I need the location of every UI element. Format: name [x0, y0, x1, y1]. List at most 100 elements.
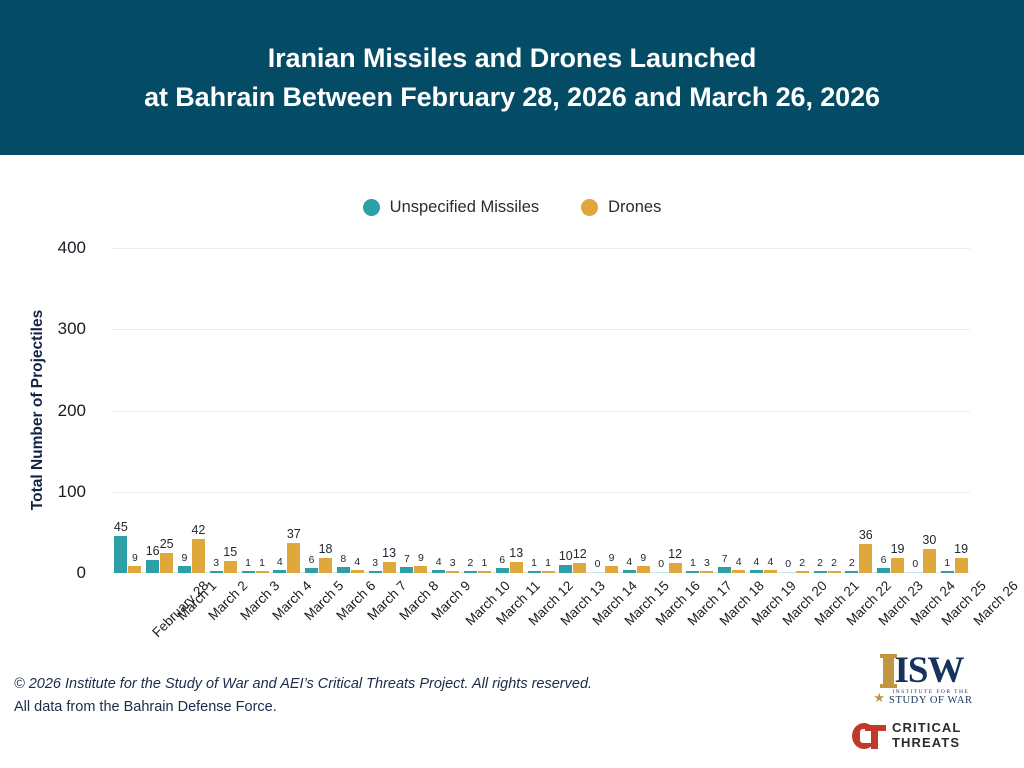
bar-value-label: 37: [286, 526, 301, 541]
critical-threats-logo[interactable]: CRITICAL THREATS: [848, 720, 998, 750]
bar-value-label: 25: [159, 536, 174, 551]
bar-missiles[interactable]: [622, 569, 636, 573]
bar-group: 6 13: [495, 248, 523, 573]
bar-missiles[interactable]: [654, 571, 668, 573]
bar-group: 10 12: [559, 248, 587, 573]
bar-value-label: 6: [499, 554, 506, 567]
gridline: [112, 329, 970, 331]
bar-value-label: 1: [245, 557, 251, 569]
bar-missiles[interactable]: [908, 571, 922, 573]
bar-drones[interactable]: [763, 569, 777, 573]
bar-drones[interactable]: [795, 571, 809, 573]
bar-missiles[interactable]: [559, 564, 573, 573]
bar-value-label: 4: [354, 555, 361, 568]
bar-missiles[interactable]: [495, 568, 509, 573]
gridline: [112, 410, 970, 412]
legend-item-drones[interactable]: Drones: [581, 198, 661, 217]
bar-missiles[interactable]: [368, 570, 382, 573]
bar-drones[interactable]: [541, 571, 555, 573]
bar-missiles[interactable]: [749, 569, 763, 573]
legend-item-unspecified-missiles[interactable]: Unspecified Missiles: [362, 198, 540, 217]
bar-drones[interactable]: [509, 562, 523, 573]
bar-value-label: 15: [223, 544, 238, 559]
bar-group: 6 19: [877, 248, 905, 573]
ct-t-stem: [871, 724, 878, 749]
bar-value-label: 2: [831, 557, 837, 569]
bar-value-label: 4: [735, 555, 742, 568]
bar-missiles[interactable]: [146, 560, 160, 573]
bar-value-label: 0: [594, 557, 601, 570]
bar-missiles[interactable]: [114, 536, 128, 573]
y-axis-tick-label: 300: [57, 319, 86, 339]
bar-drones[interactable]: [827, 571, 841, 573]
isw-subtitle: ★ INSTITUTE FOR THE STUDY OF WAR: [873, 689, 972, 706]
bar-value-label: 4: [276, 555, 283, 568]
bar-missiles[interactable]: [591, 571, 605, 573]
legend-label-unspecified-missiles: Unspecified Missiles: [389, 198, 540, 216]
title-line-1: Iranian Missiles and Drones Launched: [267, 43, 757, 74]
chart-legend: Unspecified Missiles Drones: [0, 198, 1024, 217]
bar-missiles[interactable]: [686, 571, 700, 573]
bar-missiles[interactable]: [813, 571, 827, 573]
bar-drones[interactable]: [732, 569, 746, 573]
title-line-2: at Bahrain Between February 28, 2026 and…: [144, 81, 880, 112]
bar-drones[interactable]: [700, 570, 714, 573]
gridline: [112, 248, 970, 249]
bar-drones[interactable]: [446, 570, 460, 573]
bar-drones[interactable]: [668, 563, 682, 573]
bar-value-label: 4: [626, 555, 633, 568]
bar-drones[interactable]: [922, 548, 936, 573]
bar-value-label: 2: [817, 557, 823, 569]
bar-drones[interactable]: [891, 557, 905, 573]
bar-missiles[interactable]: [241, 571, 255, 573]
bar-drones[interactable]: [954, 557, 968, 573]
bar-drones[interactable]: [382, 562, 396, 573]
isw-logo[interactable]: ISW ★ INSTITUTE FOR THE STUDY OF WAR: [848, 652, 998, 710]
bar-missiles[interactable]: [877, 568, 891, 573]
bar-drones[interactable]: [223, 560, 237, 573]
bar-drones[interactable]: [128, 565, 142, 573]
bar-drones[interactable]: [605, 565, 619, 573]
bar-value-label: 9: [417, 551, 424, 564]
star-icon: ★: [873, 690, 885, 706]
bar-missiles[interactable]: [400, 567, 414, 573]
ct-monogram-icon: [852, 722, 886, 749]
bar-missiles[interactable]: [273, 569, 287, 573]
bar-missiles[interactable]: [527, 571, 541, 573]
bar-drones[interactable]: [319, 558, 333, 573]
y-axis-tick-label: 200: [57, 400, 86, 420]
bar-missiles[interactable]: [718, 567, 732, 573]
bar-value-label: 6: [880, 554, 887, 567]
bar-missiles[interactable]: [781, 571, 795, 573]
bar-value-label: 9: [640, 551, 647, 564]
bar-drones[interactable]: [636, 565, 650, 573]
bar-drones[interactable]: [350, 569, 364, 573]
bar-drones[interactable]: [191, 538, 205, 573]
logo-group: ISW ★ INSTITUTE FOR THE STUDY OF WAR CRI…: [848, 652, 998, 759]
bar-value-label: 9: [131, 551, 138, 564]
bar-value-label: 8: [340, 552, 347, 565]
bar-group: 45 9: [114, 248, 142, 573]
bar-drones[interactable]: [573, 563, 587, 573]
bar-missiles[interactable]: [305, 568, 319, 573]
bar-drones[interactable]: [414, 565, 428, 573]
bar-missiles[interactable]: [463, 571, 477, 573]
bar-missiles[interactable]: [177, 565, 191, 573]
bar-missiles[interactable]: [432, 569, 446, 573]
bar-drones[interactable]: [255, 571, 269, 573]
footer: © 2026 Institute for the Study of War an…: [14, 673, 774, 719]
bar-drones[interactable]: [859, 543, 873, 573]
bar-missiles[interactable]: [209, 570, 223, 573]
bar-missiles[interactable]: [940, 571, 954, 573]
bar-missiles[interactable]: [845, 571, 859, 573]
bar-drones[interactable]: [160, 552, 174, 573]
bar-drones[interactable]: [477, 571, 491, 573]
bar-missiles[interactable]: [336, 566, 350, 573]
bar-drones[interactable]: [287, 542, 301, 573]
